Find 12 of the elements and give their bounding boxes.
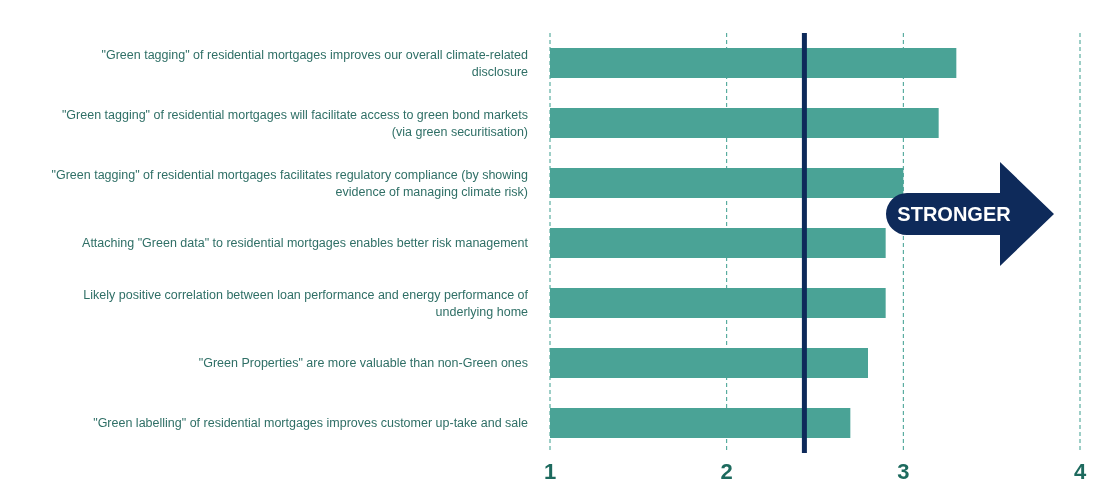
y-tick-label: Likely positive correlation between loan performance and energy performance of underlying home (83, 287, 529, 319)
annotation: STRONGER (897, 203, 1012, 225)
y-tick-label: "Green labelling" of residential mortgages improves customer up-take and sale (93, 416, 529, 430)
y-tick-label: Attaching "Green data" to residential mortgages enables better risk management (82, 236, 529, 250)
x-tick-label: 3 (897, 459, 910, 484)
y-tick-label: "Green Properties" are more valuable than non-Green ones (198, 356, 528, 370)
y-tick-label: "Green tagging" of residential mortgages facilitates regulatory compliance (by showing evidence of managing climate risk) (51, 167, 529, 199)
y-tick-label: "Green tagging" of residential mortgages improves our overall climate-related disclosure (101, 47, 529, 79)
x-tick-label: 2 (720, 459, 733, 484)
x-tick-label: 1 (543, 459, 557, 484)
y-tick-label: "Green tagging" of residential mortgages will facilitate access to green bond markets (via green securitisation) (61, 107, 528, 139)
x-tick-label: 4 (1073, 459, 1087, 484)
